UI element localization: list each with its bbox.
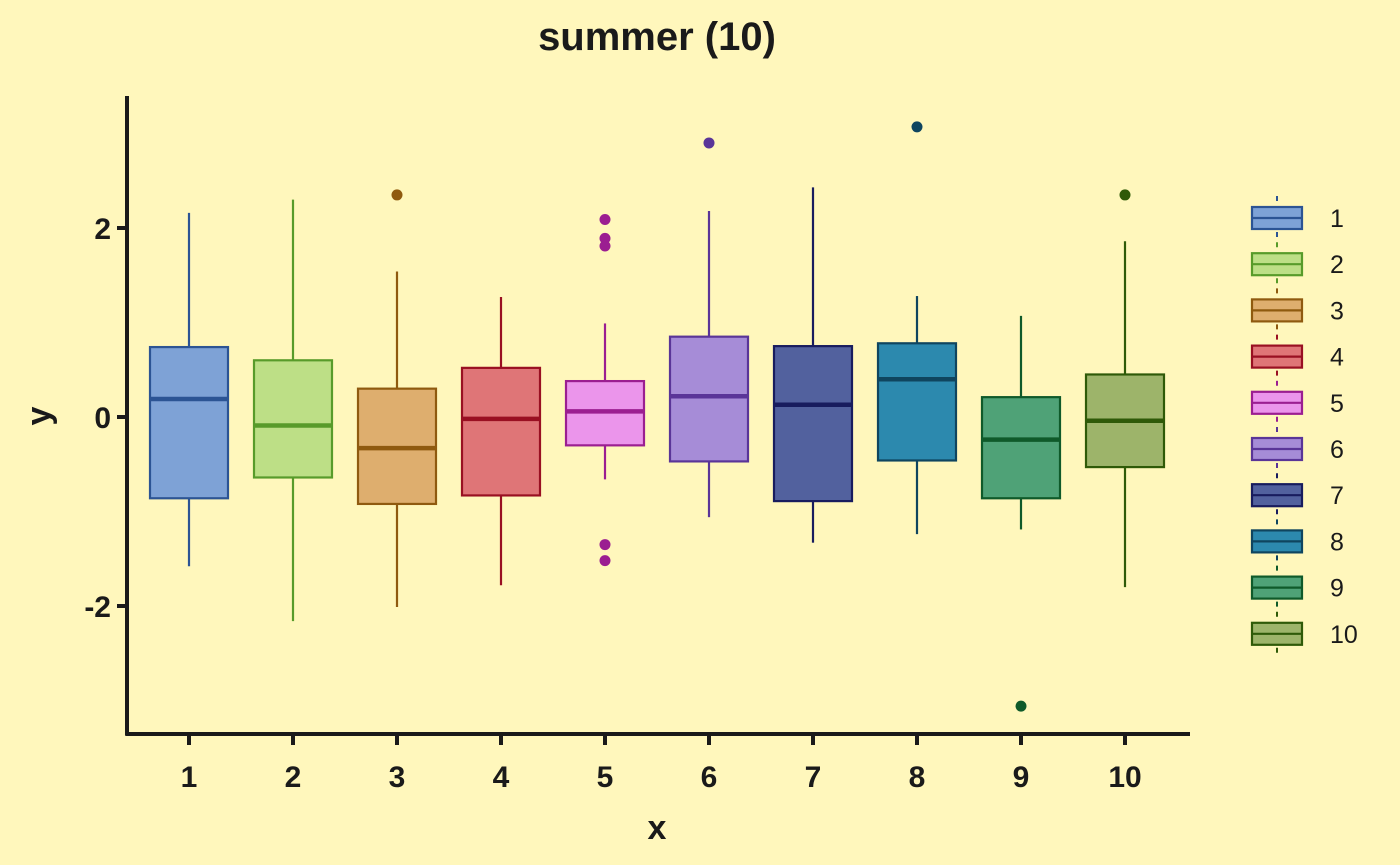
legend-label: 10 xyxy=(1330,621,1358,649)
legend-item-9: 9 xyxy=(1250,565,1344,610)
legend-item-7: 7 xyxy=(1250,473,1344,518)
box-group-10 xyxy=(1084,189,1166,588)
box-group-4 xyxy=(460,296,542,586)
box-group-6 xyxy=(668,137,750,518)
outlier-point xyxy=(1119,189,1131,201)
outlier-point xyxy=(703,137,715,149)
outlier-point xyxy=(911,121,923,133)
box xyxy=(876,342,958,462)
plot-area xyxy=(148,121,1166,712)
box-group-9 xyxy=(980,315,1062,712)
outlier-point xyxy=(1015,700,1027,712)
box-group-1 xyxy=(148,212,230,567)
chart-title: summer (10) xyxy=(538,15,776,59)
x-tick-label: 7 xyxy=(805,761,822,794)
x-tick-label: 6 xyxy=(701,761,718,794)
legend-label: 9 xyxy=(1330,575,1344,603)
legend-label: 2 xyxy=(1330,251,1344,279)
legend-label: 8 xyxy=(1330,528,1344,556)
box xyxy=(668,335,750,463)
legend-label: 1 xyxy=(1330,205,1344,233)
box-group-5 xyxy=(564,213,646,567)
legend-label: 5 xyxy=(1330,390,1344,418)
axes: -2 0 2 1 2 3 4 5 6 7 8 9 10 xyxy=(84,96,1190,794)
outlier-point xyxy=(599,240,611,252)
box-group-8 xyxy=(876,121,958,535)
outlier-point xyxy=(599,213,611,225)
x-tick-label: 8 xyxy=(909,761,926,794)
x-tick-label: 4 xyxy=(493,761,510,794)
outlier-point xyxy=(391,189,403,201)
legend-item-10: 10 xyxy=(1250,611,1358,656)
legend-item-2: 2 xyxy=(1250,242,1344,287)
box xyxy=(980,396,1062,500)
y-tick-label: -2 xyxy=(84,591,111,624)
outlier-point xyxy=(599,232,611,244)
box xyxy=(460,366,542,497)
outlier-point xyxy=(599,555,611,567)
legend-label: 6 xyxy=(1330,436,1344,464)
legend-item-3: 3 xyxy=(1250,288,1344,333)
legend-item-1: 1 xyxy=(1250,196,1344,240)
legend-item-4: 4 xyxy=(1250,334,1344,379)
box xyxy=(148,345,230,500)
legend-label: 4 xyxy=(1330,344,1344,372)
box-group-7 xyxy=(772,187,854,543)
y-tick-label: 2 xyxy=(94,213,111,246)
legend: 1 2 3 4 5 6 7 8 9 10 xyxy=(1250,196,1358,656)
outlier-point xyxy=(599,539,611,551)
y-axis-title: y xyxy=(20,406,58,425)
x-tick-label: 2 xyxy=(285,761,302,794)
legend-item-5: 5 xyxy=(1250,380,1344,425)
y-tick-label: 0 xyxy=(94,402,111,435)
x-tick-label: 10 xyxy=(1108,761,1141,794)
legend-item-6: 6 xyxy=(1250,427,1344,471)
legend-item-8: 8 xyxy=(1250,519,1344,564)
x-axis-title: x xyxy=(648,809,667,847)
x-tick-label: 3 xyxy=(389,761,406,794)
legend-label: 3 xyxy=(1330,297,1344,325)
x-tick-label: 5 xyxy=(597,761,614,794)
box xyxy=(252,359,334,479)
x-tick-label: 9 xyxy=(1013,761,1030,794)
box-group-2 xyxy=(252,199,334,622)
box-group-3 xyxy=(356,189,438,607)
box xyxy=(772,345,854,503)
legend-label: 7 xyxy=(1330,482,1344,510)
x-tick-label: 1 xyxy=(181,761,198,794)
